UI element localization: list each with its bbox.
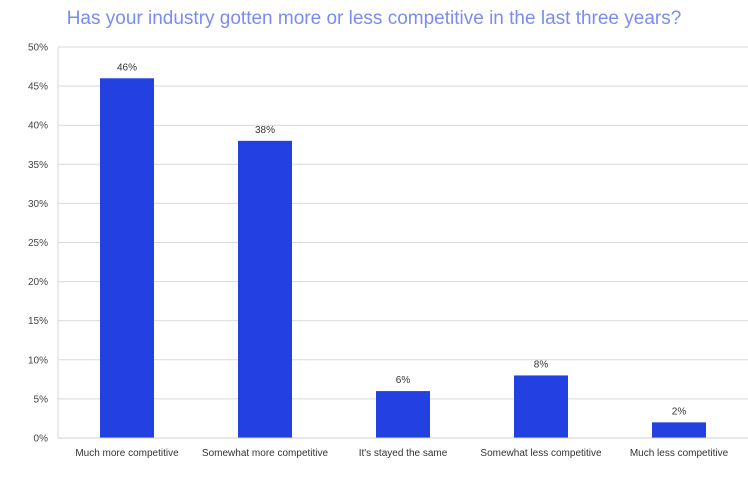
data-label: 38% (255, 125, 275, 136)
data-label: 2% (672, 406, 687, 417)
data-label: 46% (117, 62, 137, 73)
y-tick-label: 50% (28, 43, 48, 54)
y-tick-label: 15% (28, 316, 48, 327)
x-tick-label: Somewhat more competitive (202, 448, 329, 459)
bar (514, 375, 568, 438)
bar (652, 422, 706, 438)
bar (376, 391, 430, 438)
y-tick-label: 25% (28, 238, 48, 249)
bar (238, 140, 292, 438)
chart-title: Has your industry gotten more or less co… (66, 8, 682, 29)
y-tick-label: 10% (28, 355, 48, 366)
y-tick-label: 35% (28, 160, 48, 171)
x-tick-label: It's stayed the same (359, 448, 448, 459)
x-tick-label: Much more competitive (75, 448, 179, 459)
y-tick-label: 20% (28, 277, 48, 288)
y-tick-label: 0% (34, 434, 49, 445)
x-tick-label: Much less competitive (630, 448, 729, 459)
data-label: 8% (534, 359, 549, 370)
y-tick-label: 30% (28, 199, 48, 210)
y-tick-label: 40% (28, 121, 48, 132)
y-tick-label: 5% (34, 394, 49, 405)
y-tick-label: 45% (28, 82, 48, 93)
x-tick-label: Somewhat less competitive (480, 448, 602, 459)
bar (100, 78, 154, 438)
data-label: 6% (396, 375, 411, 386)
